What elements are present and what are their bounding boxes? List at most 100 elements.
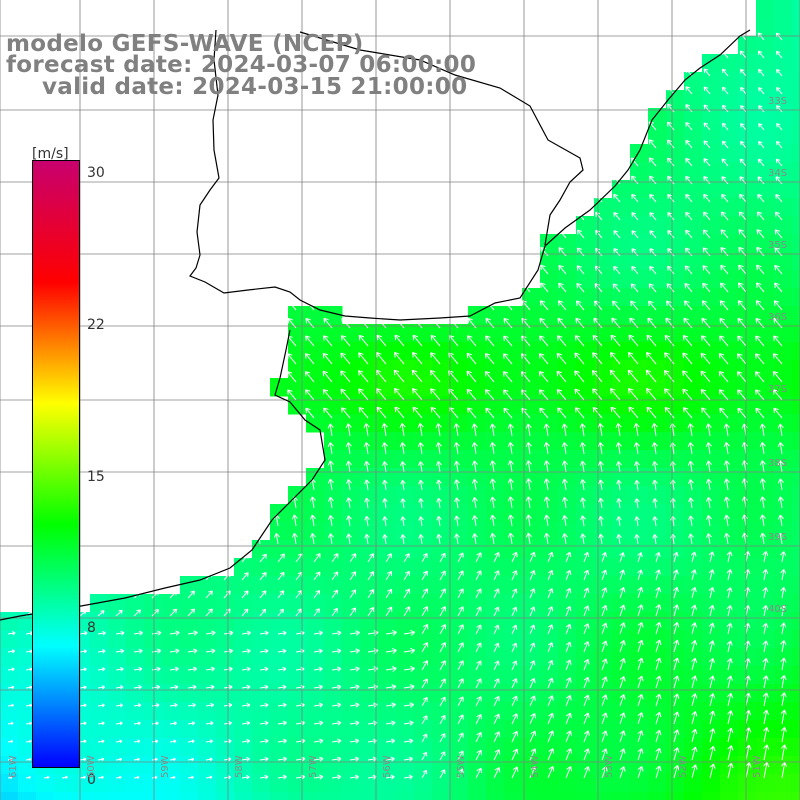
wind-speed-cell [630, 360, 649, 379]
wind-arrow-icon [538, 371, 549, 383]
wind-speed-cell [396, 414, 415, 433]
wind-arrow-icon [598, 515, 604, 527]
wind-arrow-icon [471, 442, 478, 455]
wind-arrow-icon [754, 353, 765, 365]
wind-arrow-icon [649, 265, 657, 275]
wind-speed-cell [702, 414, 721, 433]
wind-arrow-icon [664, 388, 675, 401]
wind-speed-cell [702, 450, 721, 469]
wind-speed-cell [774, 504, 793, 523]
wind-speed-cell [216, 720, 235, 739]
wind-speed-cell [306, 396, 325, 415]
wind-arrow-icon [705, 423, 712, 437]
wind-speed-cell [702, 576, 721, 595]
wind-speed-cell [468, 684, 487, 703]
wind-arrow-icon [331, 756, 342, 762]
wind-arrow-icon [97, 649, 106, 654]
wind-speed-cell [630, 738, 649, 757]
wind-arrow-icon [610, 388, 621, 401]
wind-speed-cell [90, 702, 109, 721]
wind-speed-cell [666, 324, 685, 343]
south-coastline [0, 329, 326, 621]
wind-speed-cell [684, 234, 703, 253]
wind-speed-cell [486, 738, 505, 757]
wind-arrow-icon [241, 608, 249, 617]
wind-speed-cell [324, 468, 343, 487]
wind-speed-cell [432, 630, 451, 649]
wind-speed-cell [522, 774, 541, 793]
wind-speed-cell [648, 756, 667, 775]
wind-speed-cell [504, 486, 523, 505]
wind-speed-cell [414, 666, 433, 685]
wind-speed-cell [108, 612, 127, 631]
wind-speed-cell [18, 756, 37, 775]
wind-arrow-icon [616, 479, 622, 491]
wind-arrow-icon [241, 590, 249, 599]
wind-arrow-icon [780, 744, 788, 761]
wind-speed-cell [306, 576, 325, 595]
wind-arrow-icon [364, 533, 370, 545]
wind-arrow-icon [151, 648, 162, 654]
wind-arrow-icon [708, 640, 715, 653]
wind-arrow-icon [151, 721, 159, 726]
wind-arrow-icon [774, 229, 783, 239]
wind-speed-cell [774, 738, 793, 757]
wind-speed-cell [720, 252, 739, 271]
wind-arrow-icon [403, 720, 414, 726]
wind-arrow-icon [493, 642, 500, 653]
wind-arrow-icon [151, 757, 158, 762]
wind-arrow-icon [709, 675, 716, 689]
wind-speed-cell [558, 576, 577, 595]
wind-speed-cell [522, 612, 541, 631]
wind-speed-cell [612, 306, 631, 325]
wind-arrow-icon [702, 211, 711, 221]
wind-arrow-icon [557, 300, 567, 311]
wind-arrow-icon [720, 211, 729, 221]
wind-speed-cell [702, 684, 721, 703]
wind-speed-cell [504, 324, 523, 343]
wind-speed-cell [342, 720, 361, 739]
wind-arrow-icon [633, 422, 640, 437]
wind-arrow-icon [151, 775, 158, 780]
wind-speed-cell [558, 252, 577, 271]
wind-arrow-icon [597, 442, 604, 455]
wind-speed-cell [504, 648, 523, 667]
wind-arrow-icon [507, 514, 514, 527]
wind-arrow-icon [777, 423, 784, 437]
wind-arrow-icon [690, 551, 697, 563]
wind-arrow-icon [758, 123, 765, 131]
wind-speed-cell [378, 342, 397, 361]
wind-speed-cell [198, 702, 217, 721]
wind-speed-cell [414, 702, 433, 721]
wind-speed-cell [720, 54, 739, 73]
wind-speed-cell [18, 612, 37, 631]
wind-arrow-icon [187, 648, 198, 654]
coastline [189, 29, 751, 321]
wind-arrow-icon [777, 478, 784, 491]
wind-speed-cell [630, 414, 649, 433]
wind-arrow-icon [737, 300, 747, 311]
wind-arrow-icon [507, 496, 514, 509]
wind-arrow-icon [453, 442, 460, 455]
wind-speed-cell [378, 540, 397, 559]
wind-speed-cell [198, 630, 217, 649]
wind-speed-cell [576, 576, 595, 595]
wind-speed-cell [756, 432, 775, 451]
wind-arrow-icon [619, 748, 626, 761]
wind-speed-cell [594, 630, 613, 649]
wind-arrow-icon [435, 460, 442, 473]
wind-speed-cell [738, 216, 757, 235]
wind-speed-cell [612, 252, 631, 271]
wind-speed-cell [306, 540, 325, 559]
wind-speed-cell [540, 594, 559, 613]
wind-arrow-icon [705, 460, 712, 473]
wind-speed-cell [558, 648, 577, 667]
wind-speed-cell [504, 792, 523, 800]
wind-speed-cell [414, 774, 433, 793]
wind-speed-cell [72, 774, 91, 793]
wind-speed-cell [522, 342, 541, 361]
wind-arrow-icon [673, 747, 680, 761]
wind-arrow-icon [583, 658, 590, 671]
wind-arrow-icon [457, 732, 464, 743]
wind-speed-cell [648, 396, 667, 415]
